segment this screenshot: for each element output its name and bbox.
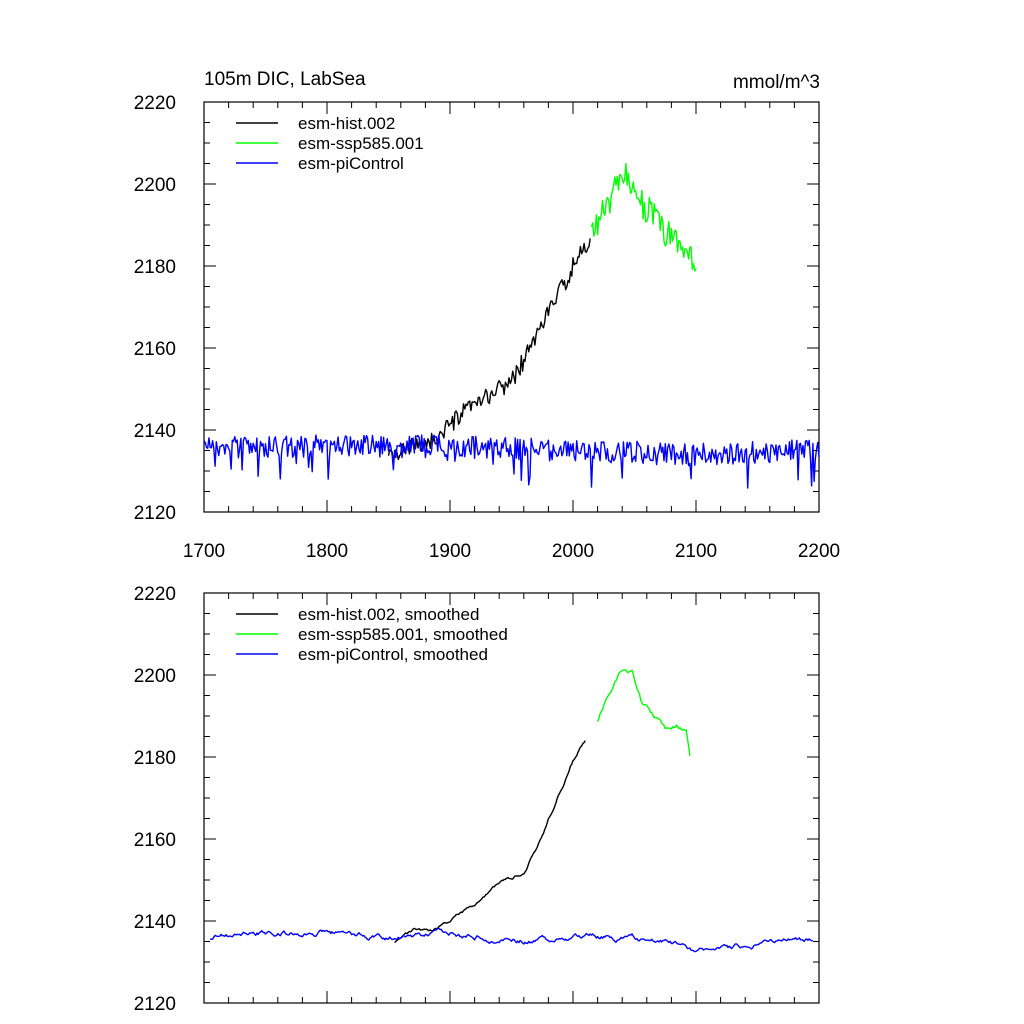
chart-title: 105m DIC, LabSea [204, 69, 366, 90]
y-tick-label: 2200 [134, 666, 176, 687]
series-line-ssp [590, 162, 697, 272]
legend-label-pi: esm-piControl [298, 154, 404, 173]
y-tick-label: 2160 [134, 830, 176, 851]
series-line-ssp [596, 669, 691, 756]
top-panel: 2120 2140 2160 2180 2200 2220 1700 1800 1900 2000… [134, 93, 840, 562]
legend-label-ssp: esm-ssp585.001, smoothed [298, 625, 508, 644]
bottom-panel: 2120 2140 2160 2180 2200 2220 esm-hist.002, sm… [134, 584, 820, 1015]
y-tick-label: 2140 [134, 912, 176, 933]
y-tick-label: 2200 [134, 175, 176, 196]
y-tick-label: 2220 [134, 584, 176, 605]
units-label: mmol/m^3 [733, 72, 820, 93]
series-line-hist [394, 740, 586, 944]
series-line-pi [203, 434, 820, 489]
legend-label-hist: esm-hist.002 [298, 114, 395, 133]
y-tick-label: 2160 [134, 339, 176, 360]
x-tick-label: 1700 [183, 541, 225, 562]
x-tick-label: 1900 [429, 541, 471, 562]
x-tick-label: 1800 [306, 541, 348, 562]
legend-label-pi: esm-piControl, smoothed [298, 645, 488, 664]
y-tick-label: 2120 [134, 994, 176, 1015]
legend-label-ssp: esm-ssp585.001 [298, 134, 424, 153]
series-line-pi [209, 927, 813, 953]
legend-label-hist: esm-hist.002, smoothed [298, 605, 479, 624]
x-tick-label: 2000 [552, 541, 594, 562]
y-tick-label: 2180 [134, 257, 176, 278]
y-tick-label: 2220 [134, 93, 176, 114]
series-line-hist [387, 238, 591, 463]
y-tick-label: 2180 [134, 748, 176, 769]
x-tick-label: 2200 [798, 541, 840, 562]
y-tick-label: 2140 [134, 421, 176, 442]
y-tick-label: 2120 [134, 503, 176, 524]
x-tick-label: 2100 [675, 541, 717, 562]
